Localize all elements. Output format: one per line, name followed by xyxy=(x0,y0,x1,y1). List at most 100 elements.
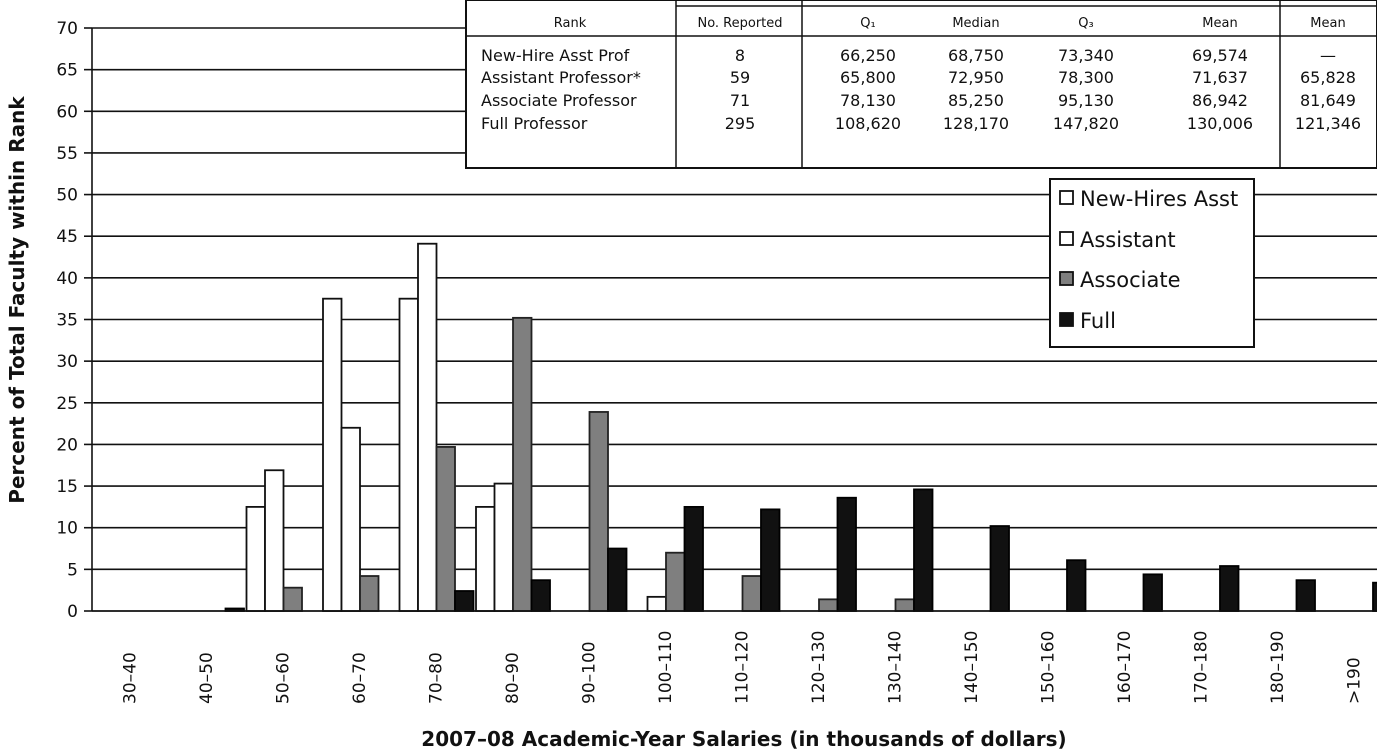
y-tick-label: 10 xyxy=(56,519,78,539)
legend-label: Full xyxy=(1080,309,1116,333)
x-tick-label: 180–190 xyxy=(1268,631,1288,704)
x-tick-label: 140–150 xyxy=(962,631,982,704)
table-cell: 295 xyxy=(725,114,756,133)
table-cell: 86,942 xyxy=(1192,91,1248,110)
y-tick-label: 45 xyxy=(56,227,78,247)
table-cell: 8 xyxy=(735,46,745,65)
legend-swatch xyxy=(1059,190,1074,205)
table-cell: 59 xyxy=(730,68,750,87)
x-tick-label: 120–130 xyxy=(809,631,829,704)
table-cell: 69,574 xyxy=(1192,46,1248,65)
bar-full-15 xyxy=(1295,579,1316,612)
x-tick-label: 80–90 xyxy=(503,652,523,704)
legend-label: Assistant xyxy=(1080,228,1176,252)
x-tick-label: 40–50 xyxy=(197,652,217,704)
table-cell: Assistant Professor* xyxy=(481,68,641,87)
bar-associate-7 xyxy=(665,551,686,612)
bar-assistant-2 xyxy=(264,469,285,612)
x-tick-label: 30–40 xyxy=(121,652,141,704)
bar-new-hires-asst-5 xyxy=(475,505,496,612)
bar-associate-6 xyxy=(588,411,609,612)
y-tick-label: 40 xyxy=(56,269,78,289)
x-tick-label: 90–100 xyxy=(580,641,600,704)
bar-full-11 xyxy=(989,525,1010,612)
bar-full-14 xyxy=(1219,565,1240,612)
table-cell: 85,250 xyxy=(948,91,1004,110)
y-tick-label: 5 xyxy=(67,560,78,580)
bar-full-6 xyxy=(607,547,628,612)
table-header-cell: Mean xyxy=(1310,16,1345,31)
x-tick-label: 130–140 xyxy=(886,631,906,704)
table-header-cell: No. Reported xyxy=(697,16,782,31)
table-cell: 65,828 xyxy=(1300,68,1356,87)
bar-associate-8 xyxy=(741,575,762,612)
table-frame xyxy=(465,0,1377,169)
table-cell: 65,800 xyxy=(840,68,896,87)
bar-new-hires-asst-2 xyxy=(245,505,266,612)
table-cell: New-Hire Asst Prof xyxy=(481,46,630,65)
table-cell: 71,637 xyxy=(1192,68,1248,87)
table-header-cell: Q₁ xyxy=(860,16,875,31)
bar-assistant-4 xyxy=(417,242,438,612)
y-tick-label: 30 xyxy=(56,352,78,372)
table-cell: 73,340 xyxy=(1058,46,1114,65)
x-tick-label: 160–170 xyxy=(1115,631,1135,704)
table-cell: 78,300 xyxy=(1058,68,1114,87)
bar-full-9 xyxy=(836,496,857,612)
table-cell: 147,820 xyxy=(1053,114,1119,133)
bar-full-4 xyxy=(454,590,475,612)
table-cell: 108,620 xyxy=(835,114,901,133)
bar-full-12 xyxy=(1066,559,1087,612)
bar-associate-4 xyxy=(435,446,456,612)
legend-swatch xyxy=(1059,312,1074,327)
table-cell: 72,950 xyxy=(948,68,1004,87)
legend-label: New-Hires Asst xyxy=(1080,187,1238,211)
y-tick-label: 55 xyxy=(56,144,78,164)
table-cell: — xyxy=(1320,46,1336,65)
legend-box xyxy=(1049,178,1255,348)
bar-associate-9 xyxy=(818,598,839,612)
y-tick-label: 65 xyxy=(56,61,78,81)
x-axis-label: 2007–08 Academic-Year Salaries (in thous… xyxy=(421,727,1066,751)
legend-label: Associate xyxy=(1080,268,1181,292)
bar-full-7 xyxy=(683,505,704,612)
x-tick-label: 70–80 xyxy=(427,652,447,704)
bars-layer xyxy=(224,242,1377,612)
table-cell: 68,750 xyxy=(948,46,1004,65)
x-tick-label: >190 xyxy=(1345,657,1365,704)
table-header-cell: Q₃ xyxy=(1078,16,1093,31)
bar-new-hires-asst-3 xyxy=(322,297,343,612)
table-header-cell: Median xyxy=(952,16,999,31)
table-header-cell: Rank xyxy=(554,16,587,31)
table-header-cell: Mean xyxy=(1202,16,1237,31)
table-cell: 66,250 xyxy=(840,46,896,65)
x-tick-label: 150–160 xyxy=(1039,631,1059,704)
table-cell: 128,170 xyxy=(943,114,1009,133)
bar-full-13 xyxy=(1142,573,1163,612)
table-cell: 121,346 xyxy=(1295,114,1361,133)
bar-assistant-7 xyxy=(646,595,667,612)
bar-full-8 xyxy=(760,508,781,612)
bar-associate-2 xyxy=(282,586,303,612)
y-axis-label: Percent of Total Faculty within Rank xyxy=(5,96,29,504)
bar-associate-10 xyxy=(894,598,915,612)
table-cell: Associate Professor xyxy=(481,91,637,110)
summary-table: Rank No. Reported Q₁ Median Q₃ Mean Mean New-Hi… xyxy=(465,0,1377,169)
legend-swatch xyxy=(1059,231,1074,246)
x-tick-label: 110–120 xyxy=(733,631,753,704)
y-tick-label: 50 xyxy=(56,186,78,206)
table-cell: 71 xyxy=(730,91,750,110)
bar-assistant-3 xyxy=(340,426,361,612)
legend: New-Hires Asst Assistant Associate Full xyxy=(1049,178,1255,348)
bar-full-5 xyxy=(530,579,551,612)
table-cell: 81,649 xyxy=(1300,91,1356,110)
y-tick-label: 25 xyxy=(56,394,78,414)
y-tick-label: 70 xyxy=(56,19,78,39)
y-tick-label: 35 xyxy=(56,311,78,331)
y-tick-label: 20 xyxy=(56,435,78,455)
x-tick-label: 50–60 xyxy=(274,652,294,704)
bar-full-10 xyxy=(913,488,934,612)
y-tick-label: 0 xyxy=(67,602,78,622)
